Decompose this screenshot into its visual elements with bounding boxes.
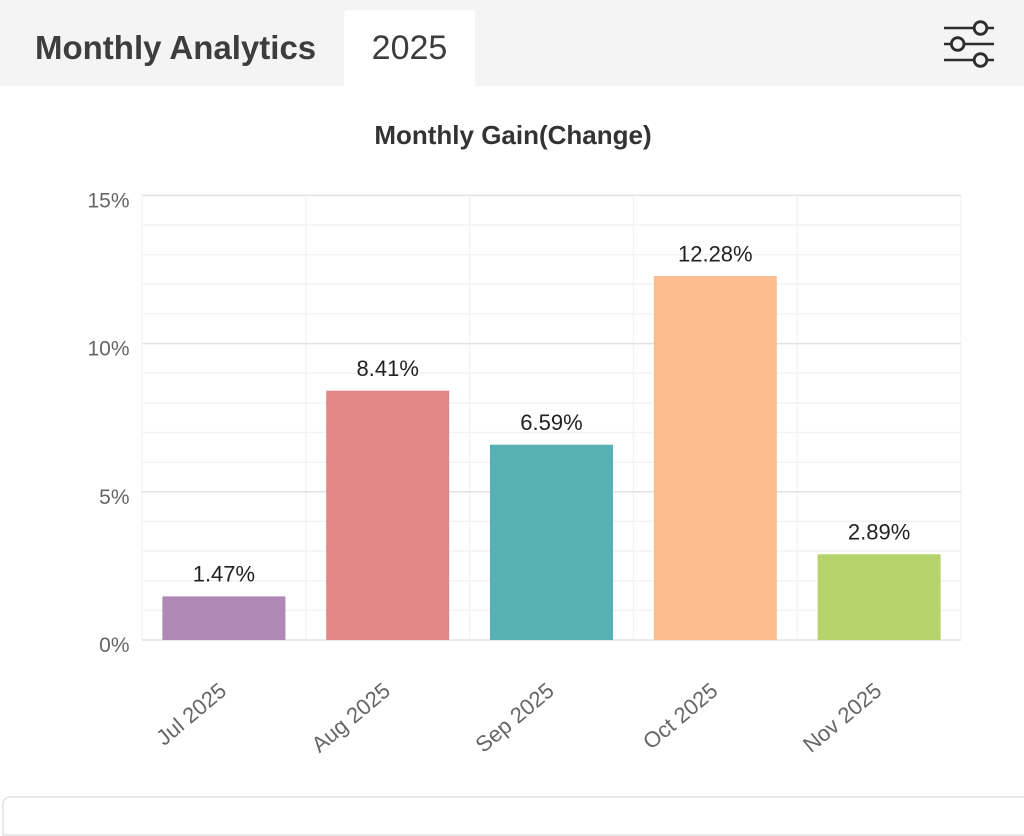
svg-text:0%: 0% — [99, 634, 129, 657]
svg-text:10%: 10% — [87, 338, 129, 361]
svg-text:15%: 15% — [87, 189, 129, 212]
svg-text:5%: 5% — [99, 486, 129, 509]
svg-text:Nov 2025: Nov 2025 — [798, 678, 886, 758]
svg-text:Monthly Gain(Change): Monthly Gain(Change) — [374, 120, 651, 150]
svg-text:12.28%: 12.28% — [678, 241, 753, 266]
svg-text:1.47%: 1.47% — [193, 562, 255, 587]
svg-text:Jul 2025: Jul 2025 — [151, 678, 231, 751]
svg-text:Aug 2025: Aug 2025 — [307, 678, 395, 758]
svg-text:Sep 2025: Sep 2025 — [470, 678, 558, 758]
svg-text:6.59%: 6.59% — [520, 410, 582, 435]
svg-text:Oct 2025: Oct 2025 — [638, 678, 722, 755]
svg-text:2.89%: 2.89% — [848, 520, 910, 545]
svg-text:8.41%: 8.41% — [357, 356, 419, 381]
